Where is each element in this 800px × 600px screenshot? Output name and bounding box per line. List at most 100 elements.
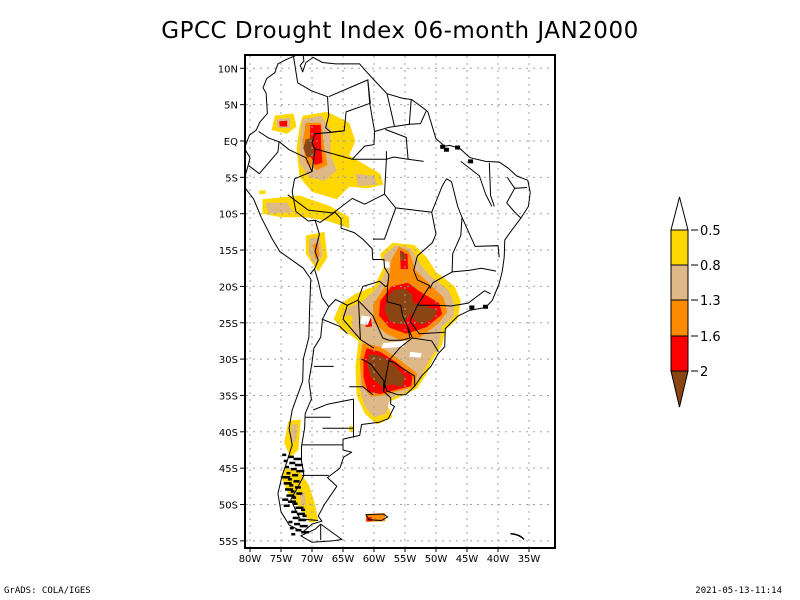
colorbar-label: 0.5 [700, 224, 721, 239]
political-border [367, 79, 396, 133]
political-border [349, 386, 374, 396]
y-tick-label: 10N [218, 64, 238, 75]
colorbar-label: 2 [700, 365, 708, 380]
coastline-archipelago [282, 498, 289, 501]
coastline-island [482, 304, 488, 309]
no-drought-gap [409, 351, 422, 358]
coastline-tierra-del-fuego [300, 523, 343, 543]
drought-area-tan [265, 202, 294, 214]
coastline-south-georgia [510, 532, 525, 540]
drought-area-brown [303, 137, 314, 158]
gridlines [246, 56, 554, 547]
coastline-archipelago [291, 532, 296, 536]
colorbar-segment-under [670, 370, 689, 408]
coastline-archipelago [295, 528, 302, 532]
coastline-archipelago [283, 482, 292, 485]
political-border [332, 159, 387, 214]
y-tick-label: 50S [219, 501, 238, 512]
coastline-archipelago [285, 488, 294, 491]
coastline-island [440, 144, 446, 149]
coastline-island [469, 305, 475, 310]
coastline-archipelago [293, 457, 302, 461]
political-border [342, 305, 361, 340]
coastline-archipelago [293, 480, 300, 483]
colorbar-label: 0.8 [700, 259, 721, 274]
political-border [383, 360, 390, 391]
footer-credit: GrADS: COLA/IGES [4, 586, 91, 596]
coastline-archipelago [296, 512, 305, 516]
y-tick-label: 15S [219, 246, 238, 257]
political-border [351, 131, 376, 160]
political-border [278, 141, 320, 275]
colorbar-segment [670, 264, 689, 301]
political-border [372, 207, 397, 240]
coastline-archipelago [292, 473, 299, 477]
political-border [385, 128, 409, 160]
political-border [412, 337, 439, 353]
coastline-archipelago [289, 484, 294, 487]
y-tick-label: 5N [224, 101, 238, 112]
colorbar-segment [670, 229, 689, 266]
y-tick-label: 40S [219, 428, 238, 439]
drought-area-brown [384, 288, 415, 325]
coastline-archipelago [287, 455, 294, 459]
x-tick-label: 55W [394, 554, 417, 565]
coastline-archipelago [290, 490, 295, 493]
coastline-archipelago [298, 518, 307, 522]
coastline-archipelago [291, 510, 298, 514]
coastline-archipelago [302, 514, 307, 518]
x-tick-label: 35W [518, 554, 541, 565]
no-drought-gap [380, 261, 390, 269]
coastline-archipelago [301, 530, 310, 534]
political-border [384, 193, 437, 287]
coastline-and-borders [246, 56, 531, 543]
coastline-archipelago [289, 461, 296, 465]
y-tick-label: EQ [224, 137, 238, 148]
political-border [321, 318, 348, 335]
x-tick-label: 65W [332, 554, 355, 565]
coastline-archipelago [283, 504, 290, 507]
coastline-archipelago [294, 522, 301, 526]
political-border [488, 162, 495, 207]
coastline-archipelago [296, 492, 303, 495]
political-border [357, 285, 411, 341]
coastline-archipelago [288, 520, 293, 524]
colorbar-segment [670, 335, 689, 372]
y-tick-label: 30S [219, 355, 238, 366]
coastline-archipelago [301, 508, 306, 512]
coastline-archipelago [286, 494, 295, 497]
x-tick-label: 60W [363, 554, 386, 565]
drought-area-brown [400, 251, 405, 261]
coastline-archipelago [296, 469, 305, 473]
political-border [431, 178, 452, 213]
drought-area-yellow [349, 426, 353, 432]
coastline-archipelago [293, 502, 298, 505]
coastline-archipelago [294, 463, 303, 467]
colorbar-legend: 0.5 0.8 1.3 1.6 2 [670, 196, 721, 408]
political-border [331, 130, 345, 133]
colorbar-segment [670, 299, 689, 337]
y-tick-label: 55S [219, 537, 238, 548]
coastline-archipelago [287, 478, 292, 481]
drought-area-orange [313, 242, 320, 260]
drought-area-red [279, 120, 288, 127]
coastline-archipelago [292, 516, 299, 520]
coastline-archipelago [292, 496, 297, 499]
no-drought-gap [381, 340, 407, 349]
coastline-archipelago [290, 467, 297, 471]
plot-area [246, 56, 554, 547]
y-tick-label: 25S [219, 319, 238, 330]
drought-area-brown [411, 302, 438, 325]
coastline-island [468, 159, 474, 164]
coastline-archipelago [285, 465, 290, 469]
drought-area-tan [290, 424, 298, 443]
political-border [248, 131, 280, 175]
latitude-axis: 10N 5N EQ 5S 10S 15S 20S 25S 30S 35S 40S 45S 50S 55S [218, 64, 245, 548]
drought-area-tan [299, 492, 306, 506]
coastline-archipelago [282, 453, 287, 457]
coastline-archipelago [286, 471, 291, 475]
x-tick-label: 50W [425, 554, 448, 565]
x-tick-label: 70W [301, 554, 324, 565]
coastline-island [443, 147, 449, 152]
